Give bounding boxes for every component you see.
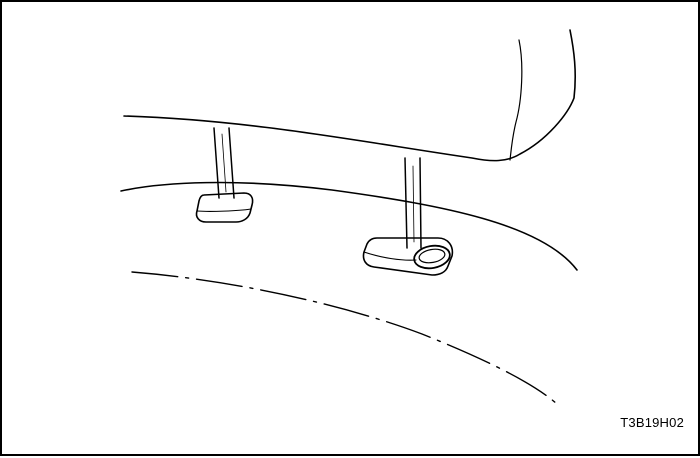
release-button (413, 244, 451, 270)
headrest-cushion-seam (509, 39, 523, 161)
seatback-top-edge (120, 181, 578, 271)
headrest-cushion (123, 29, 576, 162)
seatback-side-edge (131, 271, 558, 405)
figure-code-label: T3B19H02 (620, 415, 684, 430)
left-post-guide (195, 192, 254, 223)
right-headrest-post (404, 157, 422, 249)
right-post-guide (362, 237, 454, 276)
left-headrest-post (213, 127, 235, 199)
